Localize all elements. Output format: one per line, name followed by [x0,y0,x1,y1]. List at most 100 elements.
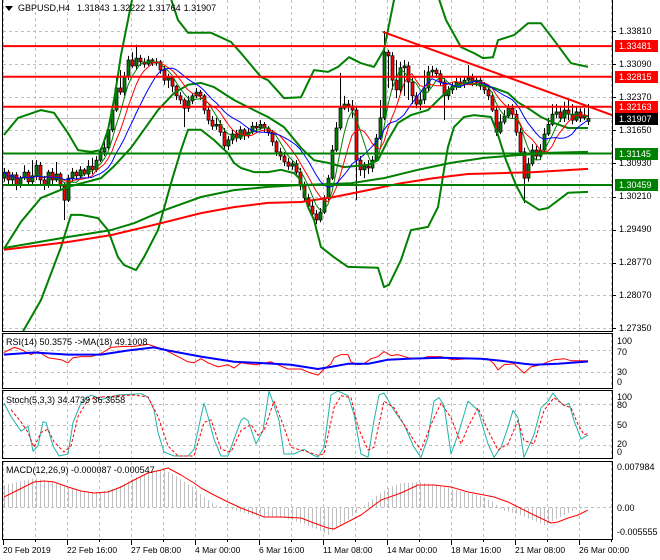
bull-candle [318,211,323,221]
stochastic-panel[interactable]: Stoch(5,3,3) 34.4739 36.3658 [0,391,613,459]
price-label: 1.32370 [619,92,652,102]
bear-candle [386,51,391,57]
level-badge-support: 1.31145 [615,147,658,160]
bull-candle [378,117,383,139]
time-label: 6 Mar 16:00 [259,545,305,555]
macd-panel[interactable]: MACD(12,26,9) -0.000087 -0.000547 [0,462,613,540]
short-moving-average-line [3,67,589,188]
time-label: 11 Mar 08:00 [323,545,373,555]
macd-axis-label: 0.00 [617,503,635,513]
stoch-title: Stoch(5,3,3) 34.4739 36.3658 [6,395,126,405]
bull-candle [326,177,331,199]
bull-candle [502,115,507,123]
level-badge-resistance: 1.33481 [615,40,658,52]
rsi-series-line [3,343,589,376]
rsi-panel-frame [2,333,613,389]
rsi-title: RSI(14) 50.3575 ->MA(18) 49.1008 [6,337,148,347]
bear-candle [514,113,519,133]
rsi-axis-label: 0 [617,377,623,387]
quote-low: 1.31764 [148,3,181,13]
bull-candle [418,99,423,105]
time-axis[interactable]: 20 Feb 2019 22 Feb 16:00 27 Feb 08:00 4 … [0,540,660,560]
stoch-axis-label: 80 [617,399,628,410]
rsi-axis-label: 70 [617,347,628,357]
price-label: 1.30210 [619,191,652,201]
bull-candle [18,177,23,186]
price-label: 1.28770 [619,257,652,267]
time-label: 26 Mar 00:00 [579,545,630,555]
bear-candle [282,155,287,163]
stoch-axis-label: 50 [617,419,628,430]
bull-candle [334,127,339,151]
bear-candle [442,81,447,97]
level-badge-support: 1.30459 [615,179,658,191]
bull-candle [430,69,435,73]
bull-candle [186,100,191,109]
rsi-series-line [3,346,589,370]
main-panel-frame [2,0,613,332]
main-price-plot[interactable] [3,0,612,363]
bull-candle [550,113,555,125]
short-moving-average-line [3,60,589,211]
price-label: 1.33090 [619,59,652,69]
rsi-panel[interactable]: RSI(14) 50.3575 ->MA(18) 49.1008 [0,334,613,389]
bull-candle [398,67,403,91]
current-price-badge: 1.31907 [615,112,658,125]
bear-candle [346,103,351,107]
triangle-down-icon[interactable] [5,6,13,11]
rsi-axis-label: 100 [617,335,633,346]
macd-axis-label: -0.005555 [617,527,658,537]
long-moving-average-line [3,167,589,251]
bull-candle [338,107,343,129]
bear-candle [522,151,527,179]
bull-candle [226,139,231,147]
quote-close: 1.31907 [183,3,217,13]
bear-candle [390,55,395,81]
level-badge-resistance: 1.32163 [615,101,658,113]
bear-candle [310,205,315,215]
bull-candle [546,123,551,135]
bull-candle [258,123,263,129]
bear-candle [138,57,143,63]
bear-candle [366,165,371,169]
bull-candle [562,109,567,119]
bull-candle [98,151,103,161]
bull-candle [102,147,107,153]
stoch-axis-label: 100 [617,391,633,402]
bear-candle [198,91,203,97]
panel-frames [2,0,613,540]
bear-candle [558,111,563,119]
bear-candle [410,81,415,97]
bear-candle [130,59,135,67]
bull-candle [402,65,407,69]
bollinger-lower-line [22,114,589,331]
trend-line [382,30,612,117]
rsi-axis-label: 30 [617,366,628,377]
bollinger-middle-line [3,81,588,250]
macd-signal-line [3,467,589,530]
bull-candle [166,77,171,81]
bull-candle [86,165,91,175]
time-label: 22 Feb 16:00 [67,545,118,555]
time-label: 20 Feb 2019 [3,545,51,555]
bull-candle [134,57,139,67]
price-label: 1.30930 [619,158,652,168]
bear-candle [486,89,491,97]
quote-open: 1.31843 [77,3,110,13]
bear-candle [394,79,399,91]
quote-high: 1.32222 [112,3,146,13]
stoch-axis-label: 20 [617,439,628,449]
bull-candle [586,118,591,122]
macd-plot[interactable] [3,462,612,539]
stoch-panel-frame [2,390,613,459]
chart-header: GBPUSD,H4 1.31843 1.32222 1.31764 1.31907 [0,2,300,14]
time-label: 14 Mar 00:00 [387,545,438,555]
bear-candle [518,131,523,153]
rsi-plot[interactable] [3,334,612,388]
stochastic-plot[interactable] [3,391,612,458]
bear-candle [202,95,207,111]
price-label: 1.27350 [619,323,652,333]
bear-candle [286,161,291,167]
bear-candle [118,87,123,93]
price-axis[interactable]: 1.33810 1.33090 1.32370 1.31650 1.30930 … [613,0,660,539]
